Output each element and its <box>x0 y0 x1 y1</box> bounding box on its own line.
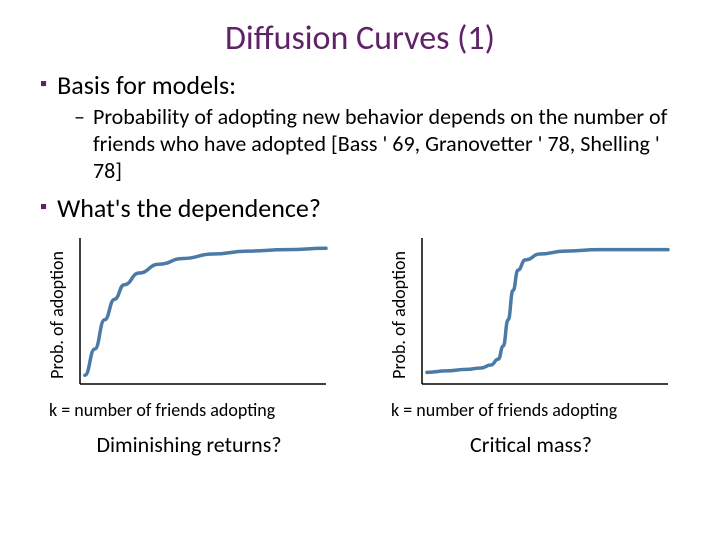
chart-left-ylabel: Prob. of adoption <box>46 251 68 379</box>
chart-right-block: Prob. of adoption k = number of friends … <box>371 232 691 458</box>
sub-bullet-basis: – Probability of adopting new behavior d… <box>74 103 690 184</box>
dash-marker-icon: – <box>74 103 85 130</box>
chart-right-ylabel: Prob. of adoption <box>388 251 410 379</box>
chart-right-svg <box>414 232 674 392</box>
charts-container: Prob. of adoption k = number of friends … <box>0 232 720 458</box>
sub-bullet-basis-text: Probability of adopting new behavior dep… <box>93 103 673 184</box>
slide-body: ▪ Basis for models: – Probability of ado… <box>0 69 720 224</box>
chart-right-area: Prob. of adoption <box>388 232 674 397</box>
bullet-dependence-text: What's the dependence? <box>57 192 321 224</box>
bullet-basis-text: Basis for models: <box>57 69 236 101</box>
chart-left-xlabel: k = number of friends adopting <box>49 399 275 421</box>
chart-left-svg-wrap <box>72 232 332 397</box>
chart-right-svg-wrap <box>414 232 674 397</box>
chart-left-svg <box>72 232 332 392</box>
bullet-marker-icon: ▪ <box>40 192 47 222</box>
bullet-marker-icon: ▪ <box>40 69 47 99</box>
bullet-basis: ▪ Basis for models: <box>40 69 690 101</box>
chart-left-caption: Diminishing returns? <box>96 431 281 458</box>
slide-title: Diffusion Curves (1) <box>0 0 720 69</box>
chart-right-xlabel: k = number of friends adopting <box>391 399 617 421</box>
chart-left-block: Prob. of adoption k = number of friends … <box>29 232 349 458</box>
chart-right-caption: Critical mass? <box>470 431 592 458</box>
chart-left-area: Prob. of adoption <box>46 232 332 397</box>
bullet-dependence: ▪ What's the dependence? <box>40 192 690 224</box>
